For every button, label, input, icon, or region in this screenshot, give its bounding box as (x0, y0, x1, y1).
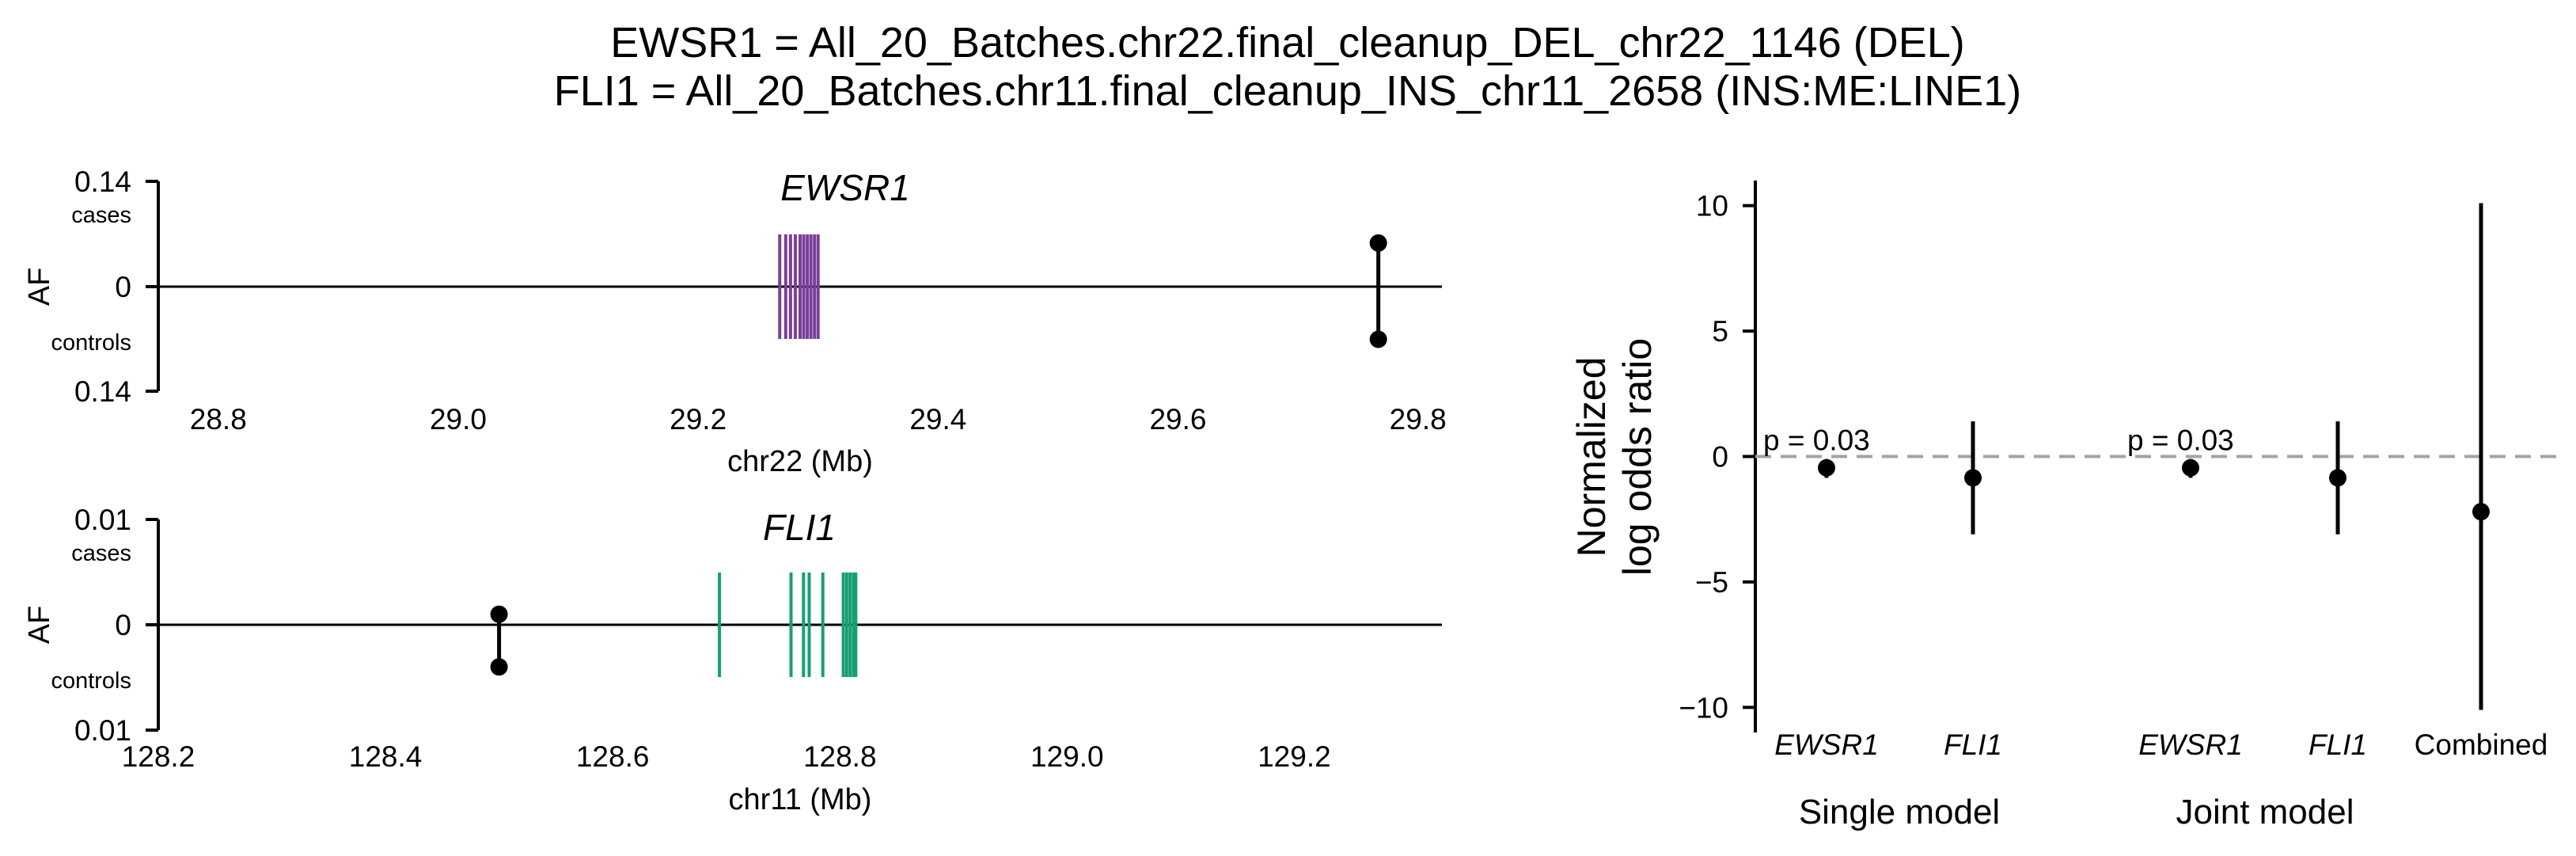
or-pvalue-label: p = 0.03 (1763, 424, 1870, 457)
fli1-y-tick-label-bottom: 0.01 (74, 714, 131, 747)
or-point (2329, 469, 2346, 487)
group-label-single-model: Single model (1799, 793, 2000, 831)
ewsr1-x-tick-label: 29.6 (1149, 403, 1206, 436)
fli1-cases-label: cases (71, 541, 131, 566)
ewsr1-y-tick-label-zero: 0 (115, 271, 131, 303)
fli1-gene-label: FLI1 (763, 507, 836, 548)
ewsr1-x-tick-label: 29.0 (430, 403, 487, 436)
group-label-joint-model: Joint model (2176, 793, 2354, 831)
fli1-x-tick-label: 128.6 (576, 740, 650, 773)
fli1-variant-cases-point (490, 605, 508, 623)
figure-title-line-2: FLI1 = All_20_Batches.chr11.final_cleanu… (554, 67, 2022, 115)
ewsr1-x-tick-label: 29.4 (909, 403, 966, 436)
or-y-axis-label-line-1: Normalized (1569, 357, 1614, 557)
ewsr1-cases-label: cases (71, 203, 131, 228)
ewsr1-y-tick-label-bottom: 0.14 (74, 375, 131, 408)
or-y-tick-label: −10 (1679, 691, 1728, 724)
figure-title-line-1: EWSR1 = All_20_Batches.chr22.final_clean… (610, 19, 1965, 67)
or-x-tick-label: FLI1 (1944, 729, 2002, 761)
ewsr1-y-axis-label: AF (23, 268, 56, 306)
odds-ratio-panel: 10 5 0 −5 −10 Normalized log odds ratio p = … (1569, 181, 2558, 831)
ewsr1-x-tick-label: 28.8 (190, 403, 247, 436)
ewsr1-locus-panel: 0.14 0 0.14 cases controls AF 28.8 29.0 29… (23, 165, 1447, 478)
fli1-x-tick-label: 129.2 (1258, 740, 1331, 773)
or-point (2472, 503, 2490, 521)
or-y-tick-label: 0 (1712, 441, 1728, 474)
ewsr1-y-tick-label-top: 0.14 (74, 165, 131, 198)
or-x-tick-label: EWSR1 (2138, 729, 2243, 761)
or-point (1818, 458, 1835, 477)
ewsr1-x-axis-label: chr22 (Mb) (727, 445, 873, 478)
fli1-x-tick-label: 128.8 (803, 740, 877, 773)
or-x-tick-label: EWSR1 (1774, 729, 1879, 761)
fli1-x-tick-label: 129.0 (1030, 740, 1104, 773)
fli1-variant-controls-point (490, 658, 508, 676)
or-y-tick-label: 5 (1712, 315, 1728, 348)
fli1-locus-panel: 0.01 0 0.01 cases controls AF 128.2 128.4… (23, 504, 1442, 816)
fli1-x-axis-label: chr11 (Mb) (729, 783, 872, 816)
or-pvalue-label: p = 0.03 (2127, 424, 2234, 457)
fli1-y-tick-label-top: 0.01 (74, 504, 131, 536)
ewsr1-controls-label: controls (51, 330, 131, 356)
ewsr1-x-tick-label: 29.2 (670, 403, 727, 436)
ewsr1-x-tick-label: 29.8 (1390, 403, 1447, 436)
or-point (2182, 458, 2199, 477)
or-y-axis-label-line-2: log odds ratio (1615, 338, 1660, 576)
ewsr1-variant-cases-point (1369, 234, 1387, 252)
or-x-tick-label: Combined (2415, 729, 2548, 761)
or-point (1964, 469, 1982, 487)
or-x-tick-label: FLI1 (2309, 729, 2367, 761)
fli1-x-tick-label: 128.4 (349, 740, 423, 773)
or-y-tick-label: −5 (1695, 566, 1728, 599)
fli1-y-tick-label-zero: 0 (115, 609, 131, 641)
fli1-controls-label: controls (51, 668, 131, 694)
fli1-y-axis-label: AF (23, 606, 56, 645)
or-y-tick-label: 10 (1696, 190, 1728, 223)
fli1-x-tick-label: 128.2 (122, 740, 195, 773)
ewsr1-variant-controls-point (1369, 330, 1387, 348)
ewsr1-gene-label: EWSR1 (780, 167, 910, 208)
